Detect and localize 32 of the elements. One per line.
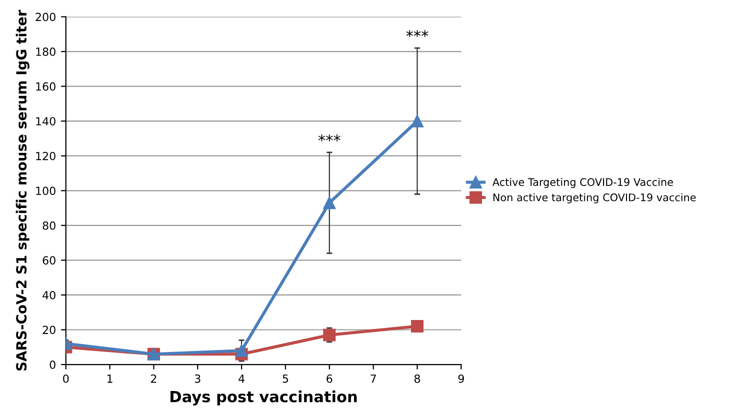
x-tick-label: 6: [326, 374, 332, 383]
y-tick-label: 40: [42, 290, 56, 300]
y-tick-label: 20: [42, 326, 56, 334]
legend-label: Active Targeting COVID-19 Vaccine: [492, 178, 673, 188]
y-axis-title: SARS-CoV-2 S1 specific mouse serum IgG titer: [16, 10, 30, 371]
x-tick-label: 9: [458, 374, 464, 383]
y-tick-label: 100: [36, 186, 56, 196]
y-tick-label: 180: [36, 48, 56, 56]
point: [235, 344, 248, 357]
point: [410, 320, 424, 333]
x-tick-label: 5: [282, 374, 288, 383]
x-tick-label: 7: [370, 374, 376, 383]
x-axis-title: Days post vaccination: [170, 390, 357, 406]
point: [410, 114, 424, 128]
x-tick-label: 8: [414, 374, 420, 383]
x-tick-label: 4: [238, 374, 244, 383]
y-tick-label: 200: [36, 12, 56, 22]
annotation: ***: [318, 134, 340, 142]
annotation: ***: [406, 30, 428, 38]
y-tick-label: 60: [42, 256, 56, 265]
point: [323, 196, 336, 210]
point: [323, 328, 336, 342]
legend-label: Non active targeting COVID-19 vaccine: [493, 193, 696, 204]
x-tick-label: 3: [194, 374, 200, 383]
y-tick-label: 140: [36, 117, 56, 126]
y-tick-label: 80: [42, 221, 56, 230]
x-tick-label: 1: [107, 374, 112, 383]
y-tick-label: 160: [36, 82, 56, 91]
x-tick-label: 0: [63, 374, 69, 383]
y-tick-label: 0: [50, 360, 56, 369]
x-tick-label: 2: [151, 374, 156, 383]
y-tick-label: 120: [36, 152, 56, 160]
